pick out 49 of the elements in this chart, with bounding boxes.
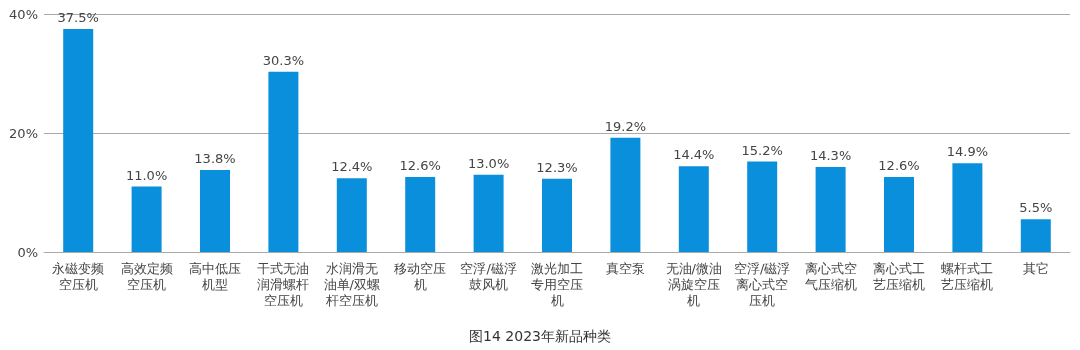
x-tick-label: 激光加工专用空压机: [531, 260, 583, 308]
x-tick-label: 其它: [1022, 260, 1049, 276]
x-tick-label: 永磁变频空压机: [52, 260, 105, 292]
data-label: 11.0%: [125, 167, 168, 183]
bar: [815, 166, 846, 252]
data-label: 19.2%: [604, 118, 647, 134]
bar: [131, 186, 162, 252]
data-label: 14.9%: [946, 144, 989, 160]
data-label: 37.5%: [57, 9, 99, 25]
x-tick-label: 干式无油润滑螺杆空压机: [257, 260, 310, 308]
bar: [473, 174, 504, 252]
data-label: 12.4%: [331, 159, 373, 175]
text: 图14 2023年新品种类: [469, 328, 611, 344]
y-tick-label: 40%: [9, 6, 38, 22]
data-label: 13.0%: [467, 155, 510, 171]
y-tick-label: 20%: [9, 125, 38, 141]
data-label: 14.4%: [673, 147, 715, 163]
x-tick-label: 高效定频空压机: [120, 260, 173, 292]
data-label: 12.6%: [399, 158, 441, 174]
data-label: 12.6%: [878, 158, 920, 174]
bar: [747, 161, 778, 252]
x-tick-label: 离心式空气压缩机: [804, 260, 857, 292]
x-tick-label: 空浮/磁浮离心式空压机: [734, 260, 791, 308]
x-tick-label: 螺杆式工艺压缩机: [941, 260, 994, 292]
bar: [884, 177, 914, 252]
x-tick-label: 空浮/磁浮鼓风机: [460, 260, 517, 292]
data-label: 30.3%: [262, 52, 305, 68]
bar: [610, 137, 641, 252]
x-tick-label: 真空泵: [605, 260, 645, 276]
data-label: 5.5%: [1019, 200, 1053, 216]
x-tick-label: 移动空压机: [394, 260, 447, 292]
bar: [678, 166, 709, 252]
bar: [405, 177, 436, 252]
data-label: 14.3%: [809, 147, 852, 163]
bar: [1020, 219, 1051, 252]
bar: [336, 178, 367, 252]
x-tick-label: 水润滑无油单/双螺杆空压机: [323, 260, 380, 308]
x-tick-label: 高中低压机型: [189, 260, 241, 292]
data-label: 13.8%: [194, 150, 236, 166]
x-tick-label: 无油/微油涡旋空压机: [665, 260, 722, 308]
x-tick-label: 离心式工艺压缩机: [873, 260, 925, 292]
bar: [63, 28, 94, 252]
bar: [542, 178, 572, 252]
bar: [200, 169, 230, 252]
bar: [268, 71, 299, 252]
bar: [952, 163, 983, 252]
data-label: 12.3%: [536, 159, 578, 175]
data-label: 15.2%: [741, 142, 783, 158]
y-tick-label: 0%: [17, 244, 38, 260]
